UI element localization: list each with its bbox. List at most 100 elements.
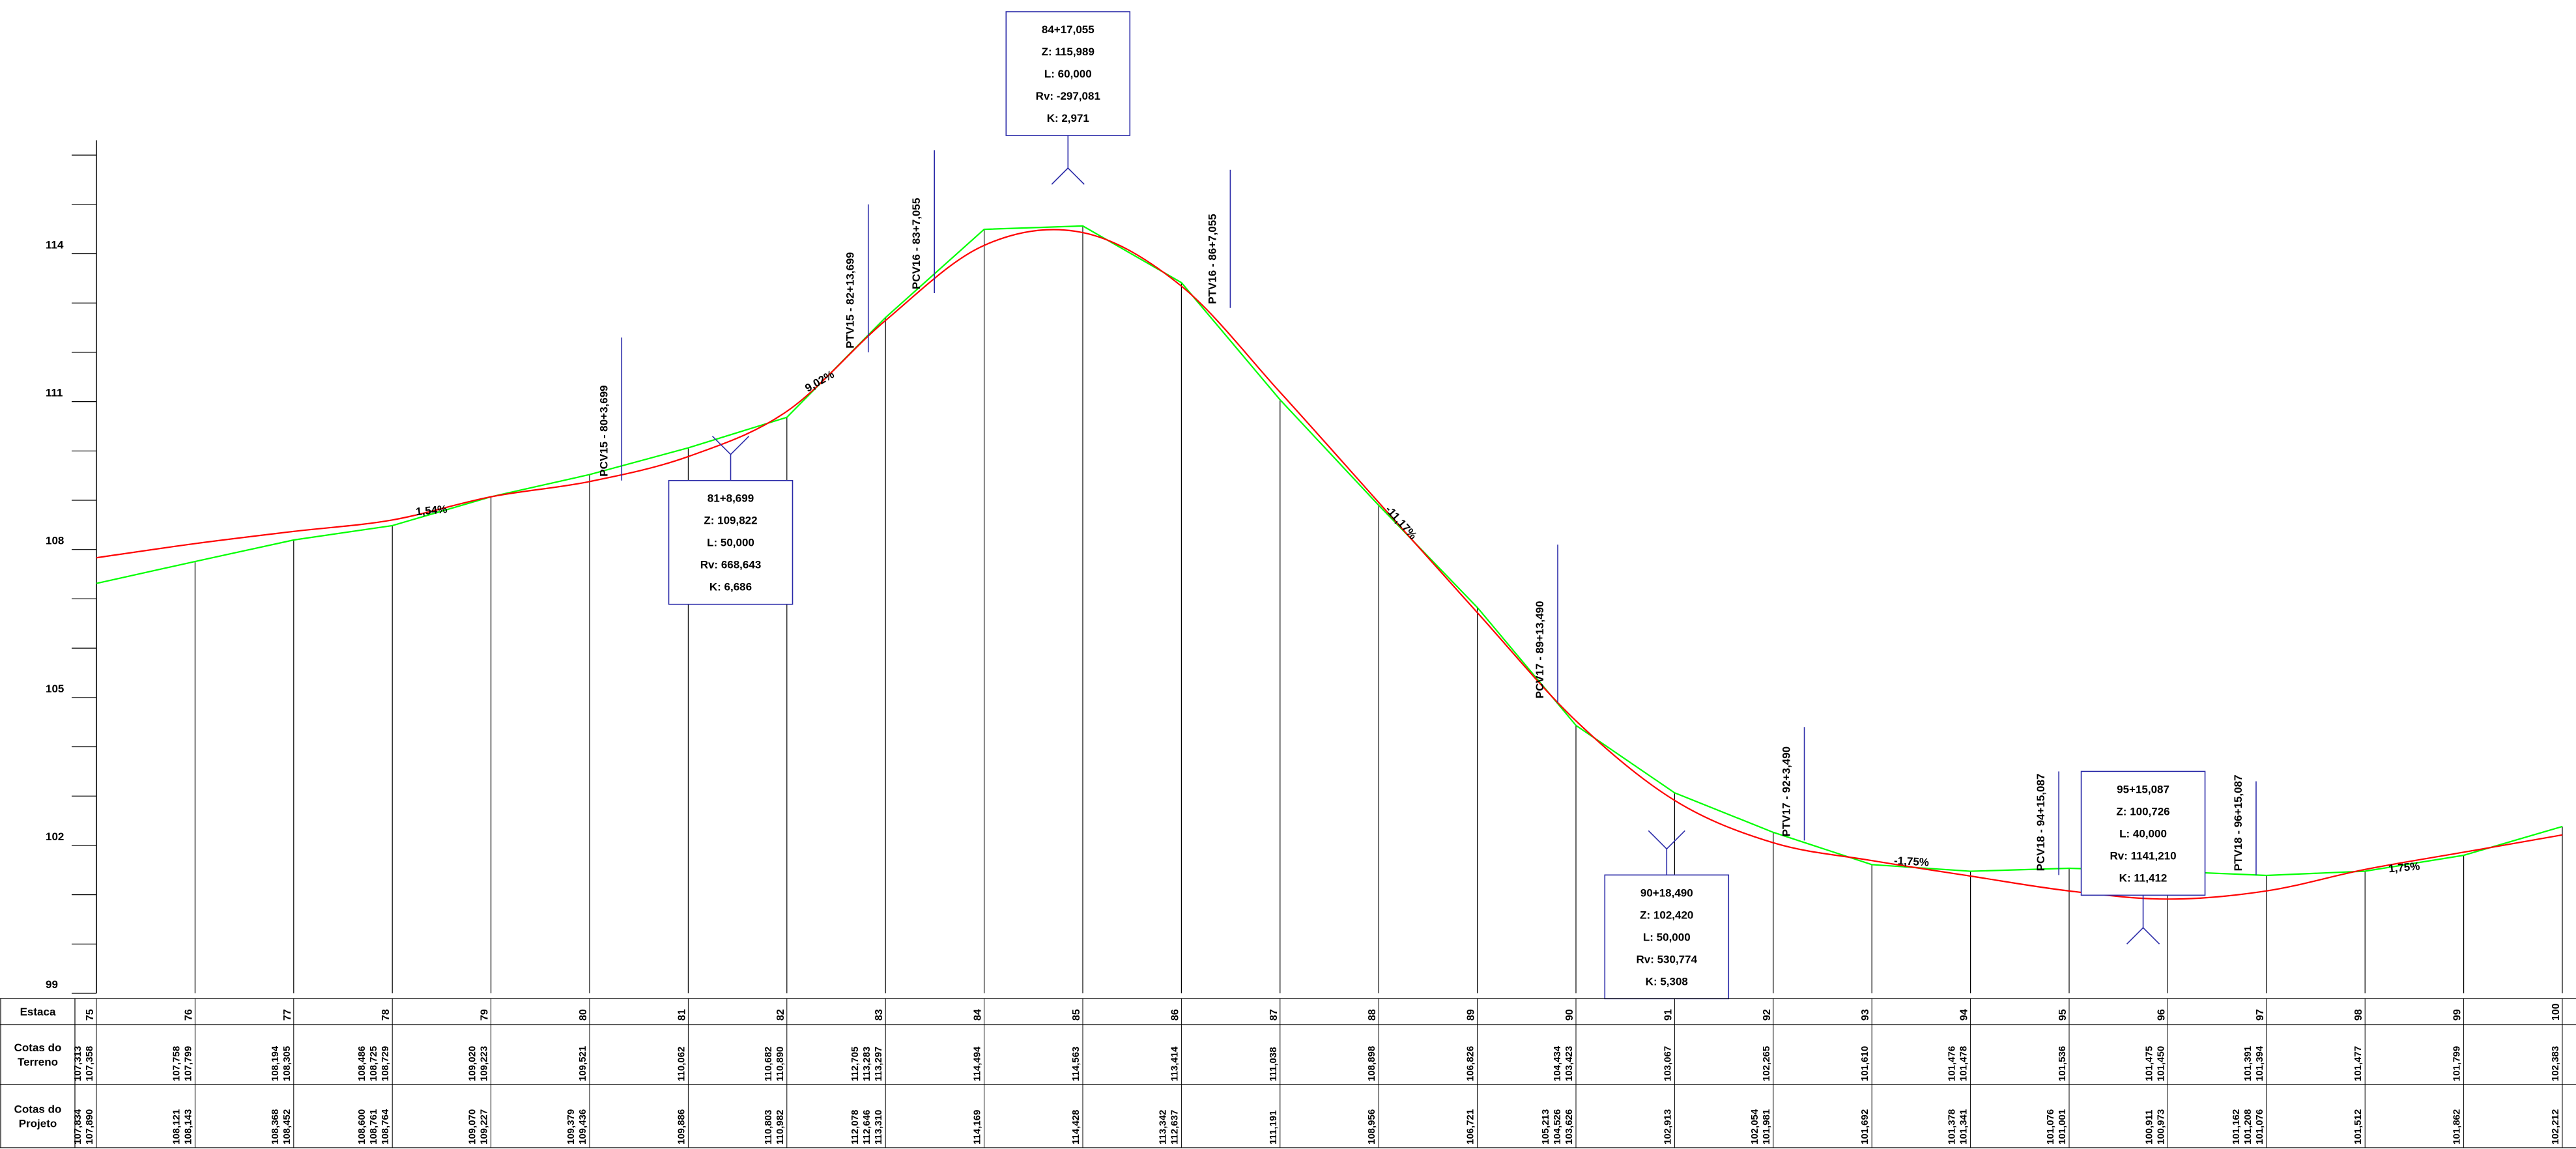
elevation-value: 110,682	[763, 1047, 774, 1081]
elevation-value: 108,729	[380, 1046, 391, 1081]
elevation-value: 108,452	[281, 1109, 293, 1144]
elevation-value: 101,536	[2057, 1046, 2068, 1081]
elevation-value: 109,223	[479, 1046, 490, 1081]
elevation-value: 114,494	[972, 1046, 983, 1081]
curve-point-label: PCV16 - 83+7,055	[910, 198, 923, 289]
elevation-value: 101,341	[1958, 1109, 1969, 1144]
grade-label: -11,17%	[1383, 504, 1420, 542]
station-number: 77	[282, 1009, 293, 1021]
elevation-value: 113,297	[873, 1047, 884, 1081]
design-profile-line	[96, 229, 2563, 900]
curve-box-line: L: 60,000	[1044, 68, 1092, 80]
curve-box-leader	[711, 436, 732, 455]
curve-point-labels: PCV15 - 80+3,699 PTV15 - 82+13,699 PCV16 -…	[597, 150, 2257, 875]
elevation-value: 100,973	[2155, 1109, 2166, 1144]
station-number: 88	[1367, 1009, 1378, 1021]
curve-box-line: Z: 100,726	[2116, 805, 2169, 817]
station-number: 80	[578, 1009, 589, 1021]
y-tick-label: 99	[46, 978, 58, 991]
y-tick-label: 114	[46, 239, 64, 251]
curve-box	[2080, 771, 2206, 896]
elevation-value: 104,434	[1552, 1045, 1563, 1081]
curve-box-leader	[2142, 927, 2160, 944]
grade-label: -1,75%	[1894, 855, 1930, 869]
curve-point-label: PCV17 - 89+13,490	[1534, 601, 1546, 699]
elevation-value: 107,313	[72, 1046, 83, 1081]
elevation-value: 114,169	[972, 1110, 983, 1144]
elevation-value: 108,143	[182, 1109, 193, 1144]
elevation-value: 103,423	[1564, 1046, 1575, 1081]
elevation-value: 109,020	[467, 1046, 478, 1081]
curve-box-line: K: 6,686	[709, 581, 752, 593]
elevation-value: 107,799	[182, 1046, 193, 1081]
station-number: 96	[2156, 1009, 2167, 1021]
curve-box-line: 81+8,699	[708, 492, 754, 505]
station-number: 86	[1169, 1009, 1181, 1021]
table-row-header: Projeto	[19, 1118, 57, 1130]
elevation-value: 110,062	[676, 1047, 687, 1081]
station-number: 97	[2255, 1009, 2266, 1021]
curve-point-label: PTV16 - 86+7,055	[1206, 214, 1218, 304]
elevation-value: 101,981	[1761, 1109, 1772, 1144]
curve-point-label: PCV18 - 94+15,087	[2035, 774, 2047, 872]
station-number: 78	[380, 1009, 392, 1021]
elevation-value: 113,310	[873, 1110, 884, 1144]
elevation-value: 101,378	[1947, 1109, 1958, 1144]
elevation-value: 102,913	[1662, 1109, 1673, 1144]
elevation-value: 101,862	[2452, 1109, 2463, 1144]
elevation-value: 108,761	[368, 1109, 379, 1144]
elevation-value: 103,067	[1662, 1046, 1673, 1081]
curve-box-line: Rv: 530,774	[1636, 953, 1697, 965]
elevation-value: 112,646	[861, 1110, 872, 1144]
curve-point-label: PTV17 - 92+3,490	[1781, 746, 1793, 836]
station-number: 92	[1762, 1009, 1773, 1021]
curve-box-line: K: 2,971	[1047, 112, 1089, 124]
curve-box-leader	[730, 436, 750, 455]
table-row-header: Cotas do	[14, 1042, 62, 1054]
station-number: 99	[2452, 1009, 2463, 1021]
station-number: 84	[973, 1009, 984, 1021]
station-number: 98	[2353, 1009, 2364, 1021]
elevation-value: 113,342	[1157, 1110, 1168, 1144]
curve-point-label: PTV18 - 96+15,087	[2232, 774, 2244, 871]
elevation-value: 101,512	[2353, 1109, 2364, 1144]
station-number: 81	[676, 1009, 687, 1021]
elevation-value: 106,826	[1465, 1046, 1476, 1081]
elevation-value: 101,450	[2155, 1046, 2166, 1081]
elevation-value: 102,265	[1761, 1046, 1772, 1081]
elevation-value: 101,475	[2143, 1046, 2154, 1081]
grade-label: 1,54%	[415, 503, 448, 518]
elevation-value: 114,563	[1070, 1047, 1081, 1081]
elevation-value: 109,521	[577, 1046, 588, 1081]
curve-box-line: L: 50,000	[707, 537, 754, 549]
station-number: 95	[2057, 1009, 2068, 1021]
elevation-value: 108,600	[356, 1109, 367, 1144]
curve-box-line: 95+15,087	[2117, 783, 2169, 795]
y-tick-label: 111	[46, 387, 63, 399]
table-row-header: Terreno	[18, 1056, 58, 1068]
grade-label: 1,75%	[2388, 860, 2420, 875]
elevation-value: 102,054	[1749, 1109, 1760, 1144]
y-tick-label: 102	[46, 830, 64, 843]
elevation-value: 108,725	[368, 1046, 379, 1081]
elevation-value: 101,478	[1958, 1046, 1969, 1081]
elevation-value: 114,428	[1070, 1110, 1081, 1144]
curve-box-line: Z: 102,420	[1640, 909, 1693, 921]
elevation-value: 101,692	[1859, 1109, 1870, 1144]
elevation-value: 101,208	[2242, 1109, 2254, 1144]
station-number: 90	[1564, 1009, 1575, 1021]
station-number: 91	[1663, 1009, 1674, 1021]
elevation-value: 101,610	[1859, 1046, 1870, 1081]
elevation-value: 101,076	[2254, 1109, 2265, 1144]
y-tick-label: 105	[46, 683, 64, 695]
elevation-value: 101,076	[2045, 1109, 2056, 1144]
curve-box-line: Z: 115,989	[1042, 46, 1095, 58]
elevation-value: 108,764	[380, 1109, 391, 1144]
elevation-value: 108,898	[1366, 1046, 1377, 1081]
curve-box-line: Rv: 668,643	[700, 559, 762, 571]
curve-box-leader	[2126, 927, 2144, 944]
curve-box-line: 90+18,490	[1640, 887, 1693, 899]
curve-box-line: L: 40,000	[2119, 827, 2167, 840]
station-number: 76	[183, 1009, 194, 1021]
